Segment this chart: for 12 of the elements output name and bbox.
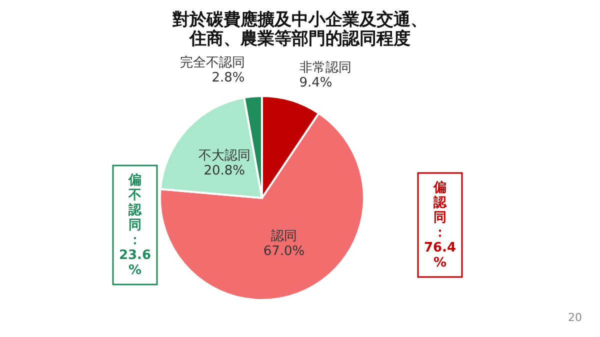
- text: 偏不認同：23.6%: [118, 173, 152, 278]
- chart-title: 對於碳費應擴及中小企業及交通、住商、農業等部門的認同程度: [172, 10, 428, 49]
- data-label: 67.0%: [263, 244, 305, 260]
- slice-label: 完全不認同: [180, 54, 245, 70]
- slice-label: 非常認同: [299, 60, 352, 76]
- text: 20: [568, 311, 582, 324]
- slice-label: 認同: [271, 229, 298, 244]
- data-label: 20.8%: [204, 164, 246, 179]
- slice-label: 不大認同: [198, 148, 250, 164]
- data-label: 2.8%: [212, 70, 245, 86]
- data-label: 9.4%: [299, 76, 332, 91]
- text: 偏認同：76.4%: [424, 180, 456, 270]
